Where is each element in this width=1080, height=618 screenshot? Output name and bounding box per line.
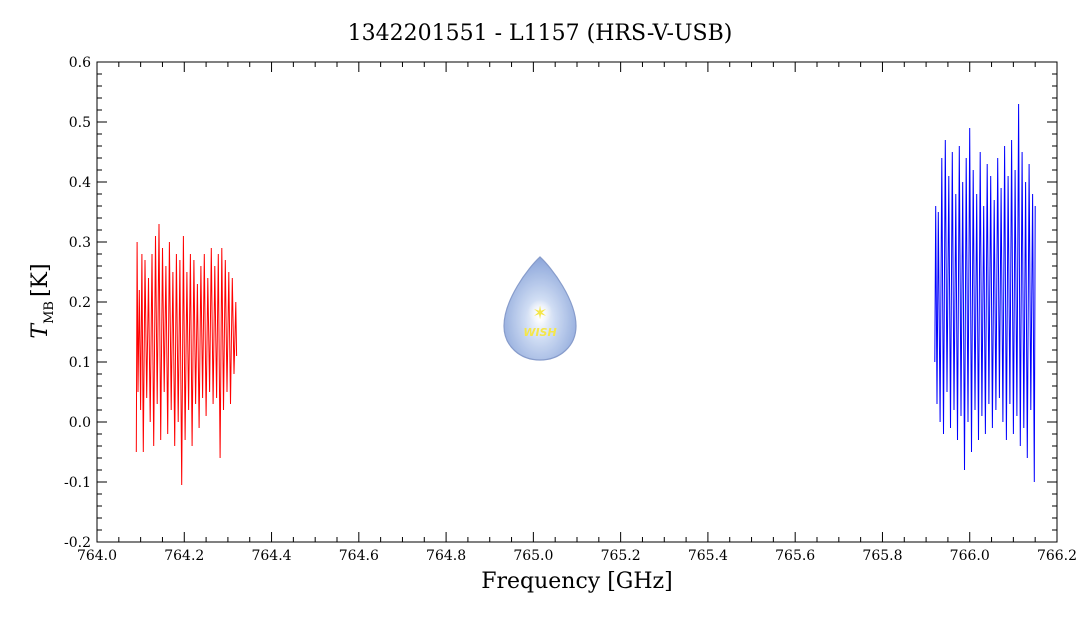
series-1-line <box>135 223 238 486</box>
y-tick-label: 0.3 <box>69 235 91 251</box>
x-axis-label: Frequency [GHz] <box>481 569 673 594</box>
y-tick-label: 0.1 <box>69 355 91 371</box>
x-tick-label: 765.8 <box>862 548 902 564</box>
y-tick-label: 0.4 <box>69 175 91 191</box>
y-tick-label: 0.6 <box>69 55 91 71</box>
star-icon: ✶ <box>532 303 547 324</box>
y-axis-label-main: T <box>28 322 53 339</box>
y-axis-label-sub: MB <box>42 301 57 324</box>
chart-title: 1342201551 - L1157 (HRS-V-USB) <box>348 21 733 46</box>
x-tick-label: 764.8 <box>426 548 466 564</box>
y-tick-label: 0.2 <box>69 295 91 311</box>
y-tick-label: 0.0 <box>69 415 91 431</box>
watermark-text: WISH <box>523 326 556 339</box>
x-tick-label: 764.0 <box>77 548 117 564</box>
x-tick-label: 764.6 <box>339 548 379 564</box>
y-tick-label: -0.1 <box>64 475 91 491</box>
x-tick-label: 766.2 <box>1037 548 1077 564</box>
wish-logo: ✶ WISH <box>503 256 577 361</box>
y-axis-label-unit: [K] <box>28 263 53 297</box>
axes: 764.0 764.2 764.4 764.6 764.8 765.0 765.2 765.4… <box>64 55 1077 564</box>
x-tick-label: 764.4 <box>251 548 291 564</box>
x-tick-label: 765.0 <box>513 548 553 564</box>
y-tick-label: -0.2 <box>64 535 91 551</box>
x-tick-label: 764.2 <box>164 548 204 564</box>
y-axis-label: TMB [K] <box>28 263 57 338</box>
plot-frame <box>96 61 1058 543</box>
plot-area <box>135 103 1036 486</box>
x-tick-label: 765.6 <box>775 548 815 564</box>
x-tick-label: 765.4 <box>688 548 728 564</box>
y-tick-label: 0.5 <box>69 115 91 131</box>
x-tick-label: 765.2 <box>601 548 641 564</box>
series-2-line <box>934 103 1036 483</box>
x-tick-label: 766.0 <box>950 548 990 564</box>
